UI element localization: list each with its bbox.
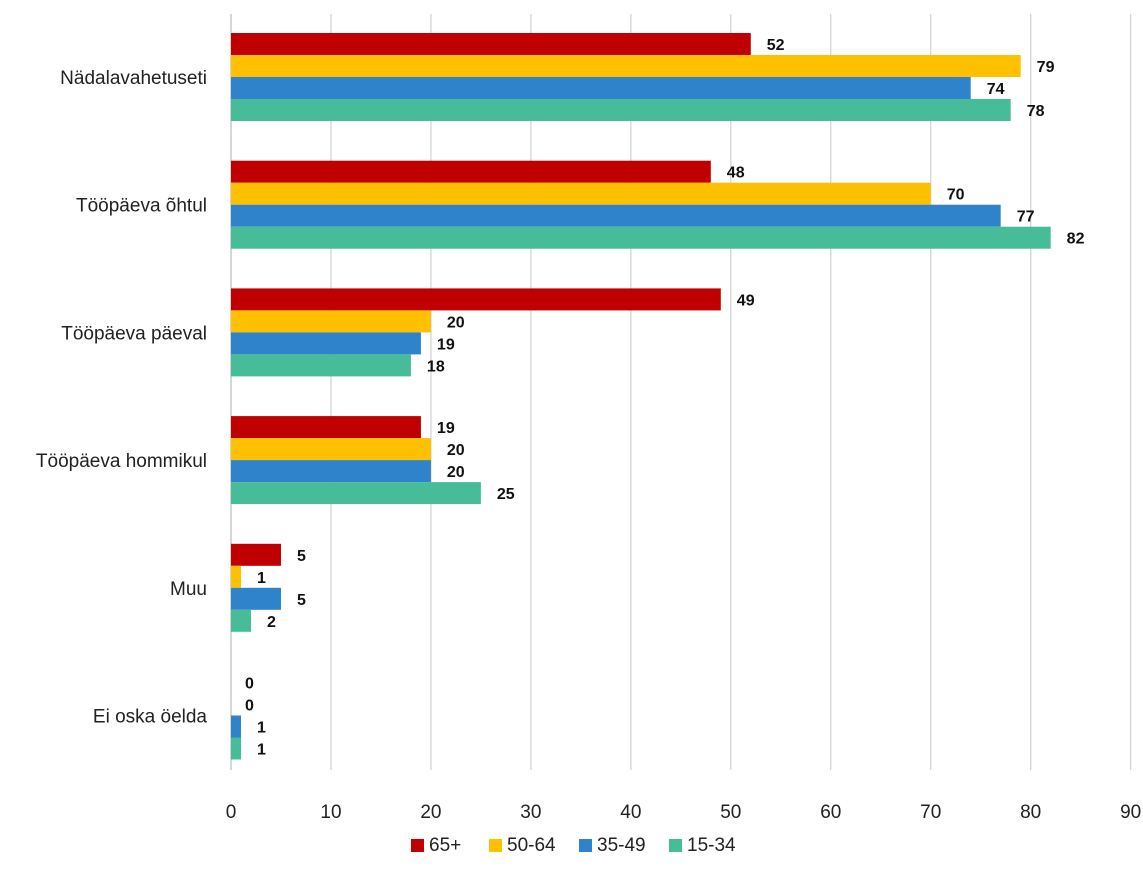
data-label: 20 <box>447 464 465 481</box>
category-label: Tööpäeva päeval <box>61 323 207 344</box>
data-label: 19 <box>437 336 455 353</box>
data-label: 5 <box>297 592 306 609</box>
bar <box>231 182 931 205</box>
x-tick-label: 0 <box>226 802 237 823</box>
x-tick-label: 60 <box>820 802 841 823</box>
legend-label: 50-64 <box>507 835 556 856</box>
bar <box>231 416 421 439</box>
data-label: 18 <box>427 358 445 375</box>
data-label: 52 <box>767 37 785 54</box>
data-label: 1 <box>257 570 266 587</box>
x-tick-label: 40 <box>620 802 641 823</box>
data-label: 0 <box>245 676 254 693</box>
bar <box>231 55 1021 77</box>
data-label: 49 <box>737 292 755 309</box>
data-label: 48 <box>727 165 745 182</box>
x-tick-label: 50 <box>720 802 741 823</box>
bar <box>231 204 1001 227</box>
x-tick-label: 90 <box>1120 802 1141 823</box>
bar <box>231 332 421 355</box>
bars <box>231 33 1051 760</box>
x-tick-label: 20 <box>420 802 441 823</box>
category-label: Nädalavahetuseti <box>60 68 207 89</box>
gridlines <box>230 14 1132 770</box>
data-label: 79 <box>1037 59 1055 76</box>
legend-swatch <box>489 839 502 852</box>
legend-swatch <box>669 839 682 852</box>
category-labels: Nädalavahetuseti Tööpäeva õhtul Tööpäeva p… <box>36 68 208 728</box>
data-label: 5 <box>297 548 306 565</box>
bar <box>231 715 241 738</box>
bar <box>231 543 281 566</box>
bar <box>231 160 711 183</box>
category-label: Muu <box>170 579 207 600</box>
data-label: 74 <box>987 81 1005 98</box>
x-tick-label: 70 <box>920 802 941 823</box>
data-label: 20 <box>447 314 465 331</box>
data-label: 2 <box>267 614 276 631</box>
category-label: Tööpäeva hommikul <box>36 451 207 472</box>
bar <box>231 609 251 632</box>
data-label: 19 <box>437 420 455 437</box>
legend-label: 15-34 <box>687 835 736 856</box>
bar <box>231 310 431 333</box>
legend: 65+ 50-64 35-49 15-34 <box>411 835 736 856</box>
legend-swatch <box>579 839 592 852</box>
bar <box>231 737 241 760</box>
data-label: 78 <box>1027 103 1045 120</box>
data-label: 25 <box>497 486 515 503</box>
bar <box>231 565 241 588</box>
bar <box>231 587 281 610</box>
bar <box>231 482 481 505</box>
legend-swatch <box>411 839 424 852</box>
bar <box>231 33 751 55</box>
bar <box>231 99 1011 121</box>
bar <box>231 354 411 377</box>
data-label: 20 <box>447 442 465 459</box>
bar <box>231 460 431 483</box>
data-label: 0 <box>245 698 254 715</box>
data-label: 1 <box>257 720 266 737</box>
data-label: 1 <box>257 742 266 759</box>
bar <box>231 438 431 461</box>
bar <box>231 77 971 99</box>
category-label: Tööpäeva õhtul <box>76 196 207 217</box>
legend-label: 35-49 <box>597 835 646 856</box>
x-tick-label: 30 <box>520 802 541 823</box>
data-label: 77 <box>1017 209 1035 226</box>
x-tick-label: 10 <box>320 802 341 823</box>
data-label: 82 <box>1067 231 1085 248</box>
bar <box>231 226 1051 249</box>
category-label: Ei oska öelda <box>93 707 208 728</box>
x-axis-ticks: 0 10 20 30 40 50 60 70 80 90 <box>226 802 1141 823</box>
legend-label: 65+ <box>429 835 461 856</box>
bar <box>231 288 721 311</box>
x-tick-label: 80 <box>1020 802 1041 823</box>
data-label: 70 <box>947 187 965 204</box>
